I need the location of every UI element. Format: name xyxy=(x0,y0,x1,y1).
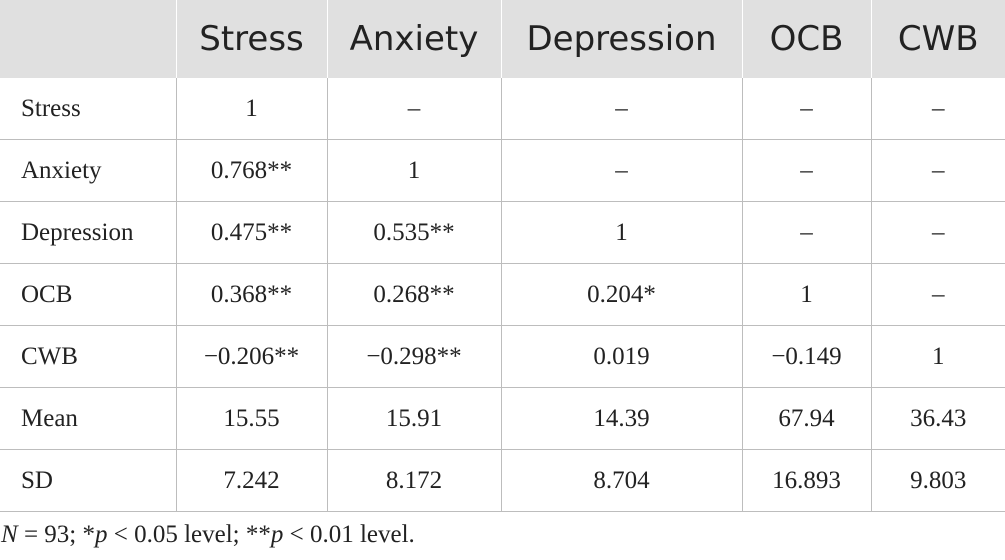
table-cell: 0.368** xyxy=(175,263,328,326)
table-row: CWB −0.206** −0.298** 0.019 −0.149 1 xyxy=(0,325,1005,388)
footnote-n-symbol: N xyxy=(1,521,18,548)
table-row: Depression 0.475** 0.535** 1 – – xyxy=(0,201,1005,264)
table-cell: 0.768** xyxy=(175,139,328,202)
table-cell: – xyxy=(870,78,1005,140)
table-cell: 9.803 xyxy=(870,449,1005,512)
row-label: SD xyxy=(0,449,177,512)
table-cell: 8.172 xyxy=(326,449,502,512)
table-cell: – xyxy=(870,263,1005,326)
table-row: SD 7.242 8.172 8.704 16.893 9.803 xyxy=(0,449,1005,512)
row-label: Depression xyxy=(0,201,177,264)
table-cell: 14.39 xyxy=(500,387,743,450)
table-row: Anxiety 0.768** 1 – – – xyxy=(0,139,1005,202)
table-cell: 0.019 xyxy=(500,325,743,388)
footnote-p1-symbol: p xyxy=(94,521,108,548)
table-header-row: Stress Anxiety Depression OCB CWB xyxy=(0,0,1005,78)
table-cell: 1 xyxy=(741,263,872,326)
table-cell: 0.475** xyxy=(175,201,328,264)
table-row: Stress 1 – – – – xyxy=(0,78,1005,140)
footnote-p2-text: < 0.01 level. xyxy=(283,521,415,548)
table-cell: – xyxy=(870,201,1005,264)
table-cell: 15.55 xyxy=(175,387,328,450)
row-label: Mean xyxy=(0,387,177,450)
table-cell: 1 xyxy=(175,78,328,140)
header-cell-ocb: OCB xyxy=(741,0,872,78)
row-label: Stress xyxy=(0,78,177,140)
table-cell: 0.268** xyxy=(326,263,502,326)
correlation-table: Stress Anxiety Depression OCB CWB Stress… xyxy=(0,0,1005,512)
header-cell-blank xyxy=(0,0,177,78)
table-cell: −0.298** xyxy=(326,325,502,388)
table-cell: – xyxy=(741,78,872,140)
row-label: Anxiety xyxy=(0,139,177,202)
footnote-p2-symbol: p xyxy=(270,521,284,548)
table-row: Mean 15.55 15.91 14.39 67.94 36.43 xyxy=(0,387,1005,450)
table-cell: – xyxy=(326,78,502,140)
table-cell: 1 xyxy=(326,139,502,202)
table-cell: – xyxy=(741,139,872,202)
table-cell: −0.149 xyxy=(741,325,872,388)
table-cell: 1 xyxy=(500,201,743,264)
table-cell: 67.94 xyxy=(741,387,872,450)
footnote-p1-text: < 0.05 level; ** xyxy=(107,521,271,548)
header-cell-depression: Depression xyxy=(500,0,743,78)
table-cell: – xyxy=(870,139,1005,202)
footnote-n-value: = 93; * xyxy=(17,521,95,548)
header-cell-anxiety: Anxiety xyxy=(326,0,502,78)
table-footnote: N = 93; *p < 0.05 level; **p < 0.01 leve… xyxy=(1,521,415,549)
table-cell: −0.206** xyxy=(175,325,328,388)
table-cell: 1 xyxy=(870,325,1005,388)
table-cell: 8.704 xyxy=(500,449,743,512)
table-cell: – xyxy=(741,201,872,264)
row-label: OCB xyxy=(0,263,177,326)
row-label: CWB xyxy=(0,325,177,388)
header-cell-stress: Stress xyxy=(175,0,328,78)
table-cell: 0.535** xyxy=(326,201,502,264)
table-cell: 0.204* xyxy=(500,263,743,326)
correlation-table-container: Stress Anxiety Depression OCB CWB Stress… xyxy=(0,0,1005,512)
table-cell: – xyxy=(500,139,743,202)
table-cell: – xyxy=(500,78,743,140)
table-cell: 36.43 xyxy=(870,387,1005,450)
table-cell: 16.893 xyxy=(741,449,872,512)
table-cell: 7.242 xyxy=(175,449,328,512)
header-cell-cwb: CWB xyxy=(870,0,1005,78)
table-cell: 15.91 xyxy=(326,387,502,450)
table-row: OCB 0.368** 0.268** 0.204* 1 – xyxy=(0,263,1005,326)
